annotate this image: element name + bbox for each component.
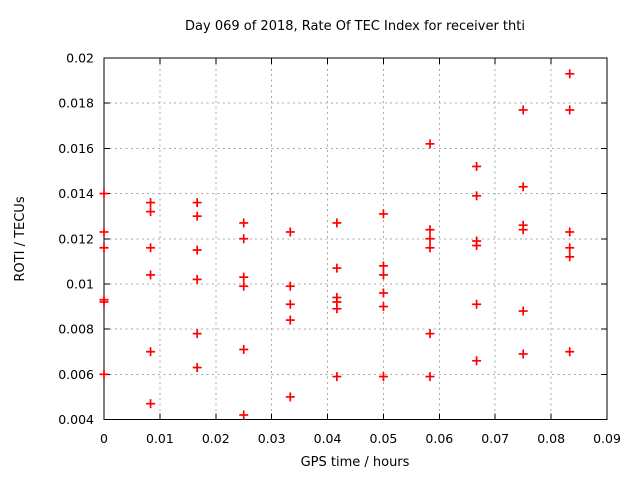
y-tick-label: 0.014: [58, 186, 94, 201]
data-point-marker: [565, 227, 575, 237]
data-point-marker: [192, 329, 202, 339]
data-point-marker: [378, 288, 388, 298]
data-point-marker: [425, 329, 435, 339]
data-point-marker: [285, 227, 295, 237]
data-point-marker: [472, 299, 482, 309]
data-point-marker: [378, 302, 388, 312]
x-tick-label: 0.02: [202, 431, 230, 446]
data-point-marker: [425, 243, 435, 253]
data-point-marker: [332, 218, 342, 228]
data-point-marker: [378, 270, 388, 280]
data-point-marker: [146, 243, 156, 253]
data-point-marker: [565, 347, 575, 357]
data-point-marker: [239, 344, 249, 354]
data-point-marker: [146, 399, 156, 409]
data-point-marker: [518, 225, 528, 235]
data-point-marker: [425, 139, 435, 149]
data-point-marker: [285, 281, 295, 291]
y-tick-label: 0.008: [58, 322, 94, 337]
data-point-marker: [332, 304, 342, 314]
data-point-marker: [99, 189, 109, 199]
y-tick-label: 0.016: [58, 141, 94, 156]
data-point-marker: [518, 105, 528, 115]
data-point-marker: [425, 372, 435, 382]
data-point-marker: [99, 227, 109, 237]
data-point-marker: [565, 69, 575, 79]
data-point-marker: [192, 198, 202, 208]
data-point-marker: [425, 234, 435, 244]
y-tick-label: 0.012: [58, 231, 94, 246]
data-point-marker: [239, 281, 249, 291]
x-tick-label: 0.05: [370, 431, 398, 446]
y-axis-title: ROTI / TECUs: [13, 196, 28, 281]
data-point-marker: [332, 263, 342, 273]
data-point-marker: [565, 105, 575, 115]
grid-lines: [104, 58, 607, 420]
data-point-marker: [192, 274, 202, 284]
x-tick-label: 0.01: [146, 431, 174, 446]
x-axis-title: GPS time / hours: [301, 455, 410, 470]
x-tick-label: 0.07: [481, 431, 509, 446]
chart-title: Day 069 of 2018, Rate Of TEC Index for r…: [185, 19, 525, 34]
data-point-marker: [425, 225, 435, 235]
data-point-marker: [285, 315, 295, 325]
x-tick-label: 0.06: [425, 431, 453, 446]
data-point-marker: [378, 372, 388, 382]
data-point-marker: [146, 270, 156, 280]
data-point-marker: [565, 252, 575, 262]
data-point-marker: [239, 410, 249, 420]
x-tick-label: 0: [100, 431, 108, 446]
data-point-marker: [472, 161, 482, 171]
data-point-marker: [239, 218, 249, 228]
x-tick-label: 0.09: [593, 431, 621, 446]
y-tick-label: 0.01: [66, 276, 94, 291]
y-tick-label: 0.018: [58, 96, 94, 111]
y-tick-label: 0.006: [58, 367, 94, 382]
data-point-marker: [285, 299, 295, 309]
data-point-marker: [518, 182, 528, 192]
plot-frame: [103, 57, 608, 421]
data-point-marker: [472, 191, 482, 201]
y-tick-label: 0.02: [66, 51, 94, 66]
data-point-marker: [192, 245, 202, 255]
data-point-marker: [378, 209, 388, 219]
data-point-marker: [146, 347, 156, 357]
data-points: [99, 69, 575, 420]
data-point-marker: [192, 363, 202, 373]
data-point-marker: [472, 241, 482, 251]
x-tick-label: 0.03: [258, 431, 286, 446]
data-point-marker: [565, 243, 575, 253]
data-point-marker: [518, 349, 528, 359]
data-point-marker: [472, 356, 482, 366]
x-tick-label: 0.08: [537, 431, 565, 446]
data-point-marker: [146, 198, 156, 208]
data-point-marker: [99, 369, 109, 379]
data-point-marker: [332, 372, 342, 382]
data-point-marker: [518, 306, 528, 316]
data-point-marker: [239, 272, 249, 282]
x-tick-label: 0.04: [314, 431, 342, 446]
plot-border: [103, 57, 608, 421]
data-point-marker: [192, 211, 202, 221]
data-point-marker: [99, 297, 109, 307]
data-point-marker: [285, 392, 295, 402]
data-point-marker: [378, 261, 388, 271]
y-tick-label: 0.004: [58, 412, 94, 427]
data-point-marker: [99, 243, 109, 253]
data-point-marker: [146, 207, 156, 217]
tick-labels: 0 0.01 0.02 0.03 0.04 0.05 0.06 0.07 0.08 0.09 0.0…: [58, 51, 621, 447]
data-point-marker: [239, 234, 249, 244]
